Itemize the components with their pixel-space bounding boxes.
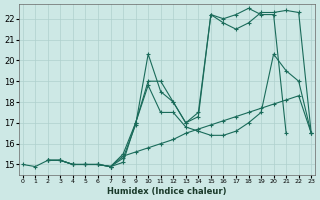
X-axis label: Humidex (Indice chaleur): Humidex (Indice chaleur) [107,187,227,196]
